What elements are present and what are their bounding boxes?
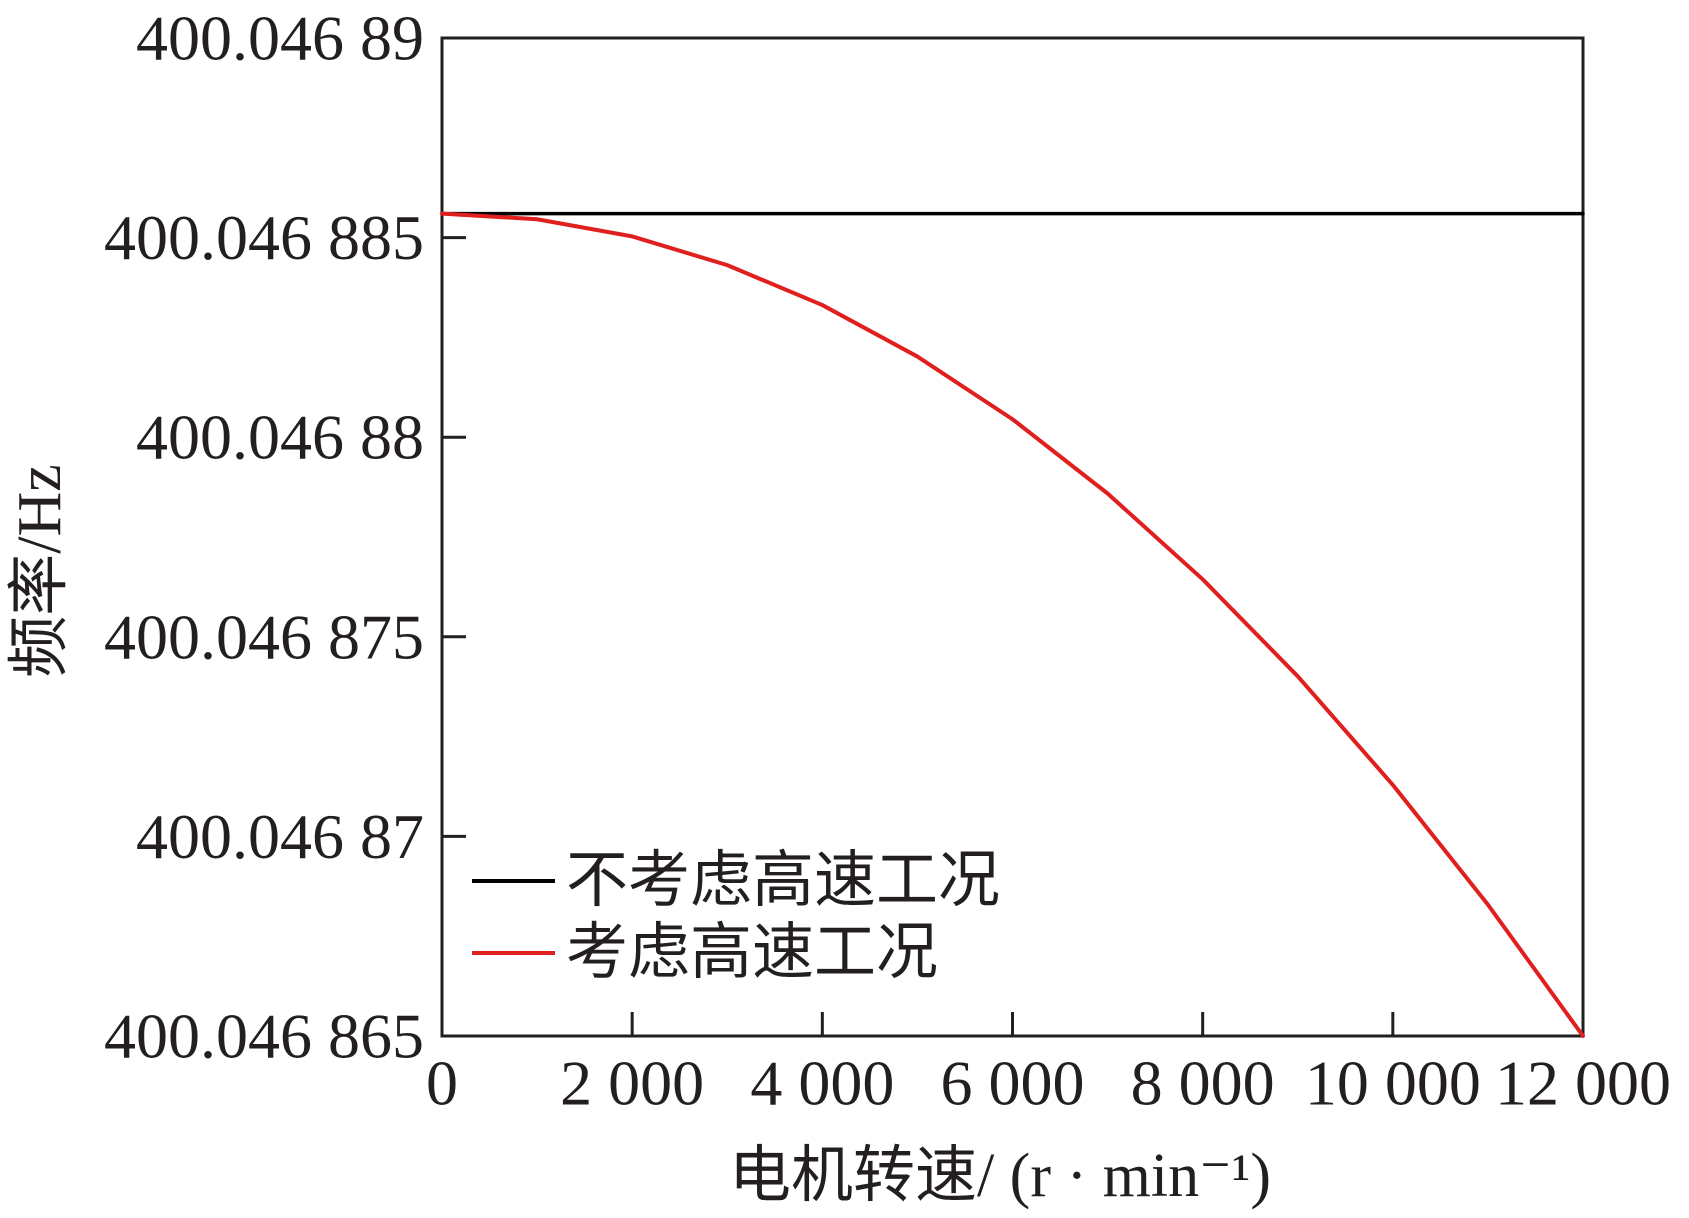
y-tick-label: 400.046 875 bbox=[104, 601, 424, 672]
y-axis-label: 频率/Hz bbox=[6, 464, 74, 678]
series-layer bbox=[440, 211, 1585, 1038]
x-tick-label: 2 000 bbox=[560, 1048, 704, 1119]
legend-label-0: 不考虑高速工况 bbox=[566, 847, 1000, 915]
series-line-1 bbox=[440, 211, 1585, 1038]
x-tick-label: 6 000 bbox=[941, 1048, 1085, 1119]
x-tick-label: 0 bbox=[426, 1048, 458, 1119]
legend-label-1: 考虑高速工况 bbox=[566, 919, 938, 987]
y-tick-label: 400.046 88 bbox=[136, 402, 424, 473]
x-axis-label: 电机转速/ (r · min⁻¹) bbox=[729, 1142, 1271, 1210]
x-tick-label: 12 000 bbox=[1495, 1048, 1671, 1119]
y-tick-label: 400.046 87 bbox=[136, 801, 424, 872]
legend: 不考虑高速工况 考虑高速工况 bbox=[472, 847, 1000, 987]
y-tick-label: 400.046 89 bbox=[136, 3, 424, 74]
x-tick-label: 4 000 bbox=[750, 1048, 894, 1119]
plot-frame bbox=[440, 36, 1585, 1038]
y-tick-label: 400.046 865 bbox=[104, 1001, 424, 1072]
y-tick-label: 400.046 885 bbox=[104, 202, 424, 273]
x-tick-label: 10 000 bbox=[1305, 1048, 1481, 1119]
x-tick-label: 8 000 bbox=[1131, 1048, 1275, 1119]
axis-ticks: 400.046 865 400.046 87 400.046 875 400.046 … bbox=[104, 3, 1671, 1119]
